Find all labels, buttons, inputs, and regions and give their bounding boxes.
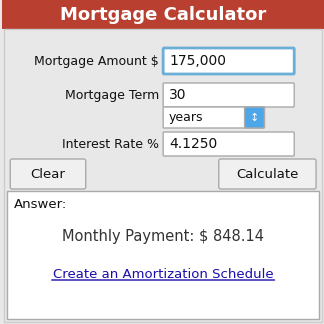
FancyBboxPatch shape bbox=[10, 159, 86, 189]
Text: 4.1250: 4.1250 bbox=[169, 137, 217, 151]
Text: Answer:: Answer: bbox=[14, 198, 67, 211]
FancyBboxPatch shape bbox=[163, 107, 264, 128]
FancyBboxPatch shape bbox=[2, 0, 324, 29]
Text: Mortgage Amount $: Mortgage Amount $ bbox=[34, 54, 159, 67]
Text: Interest Rate %: Interest Rate % bbox=[62, 138, 159, 152]
FancyBboxPatch shape bbox=[219, 159, 316, 189]
FancyBboxPatch shape bbox=[163, 132, 294, 156]
Text: 175,000: 175,000 bbox=[169, 54, 226, 68]
Text: 30: 30 bbox=[169, 88, 187, 102]
FancyBboxPatch shape bbox=[163, 83, 294, 107]
Text: years: years bbox=[169, 111, 203, 124]
FancyBboxPatch shape bbox=[245, 107, 264, 128]
FancyBboxPatch shape bbox=[163, 48, 294, 74]
Text: Create an Amortization Schedule: Create an Amortization Schedule bbox=[53, 268, 273, 281]
Text: Clear: Clear bbox=[30, 168, 65, 180]
Text: Calculate: Calculate bbox=[236, 168, 299, 180]
Text: Monthly Payment: $ 848.14: Monthly Payment: $ 848.14 bbox=[62, 229, 264, 245]
Text: Mortgage Term: Mortgage Term bbox=[65, 89, 159, 102]
Text: ↕: ↕ bbox=[250, 112, 259, 122]
Text: Mortgage Calculator: Mortgage Calculator bbox=[60, 6, 266, 24]
FancyBboxPatch shape bbox=[7, 191, 319, 319]
FancyBboxPatch shape bbox=[4, 29, 322, 322]
